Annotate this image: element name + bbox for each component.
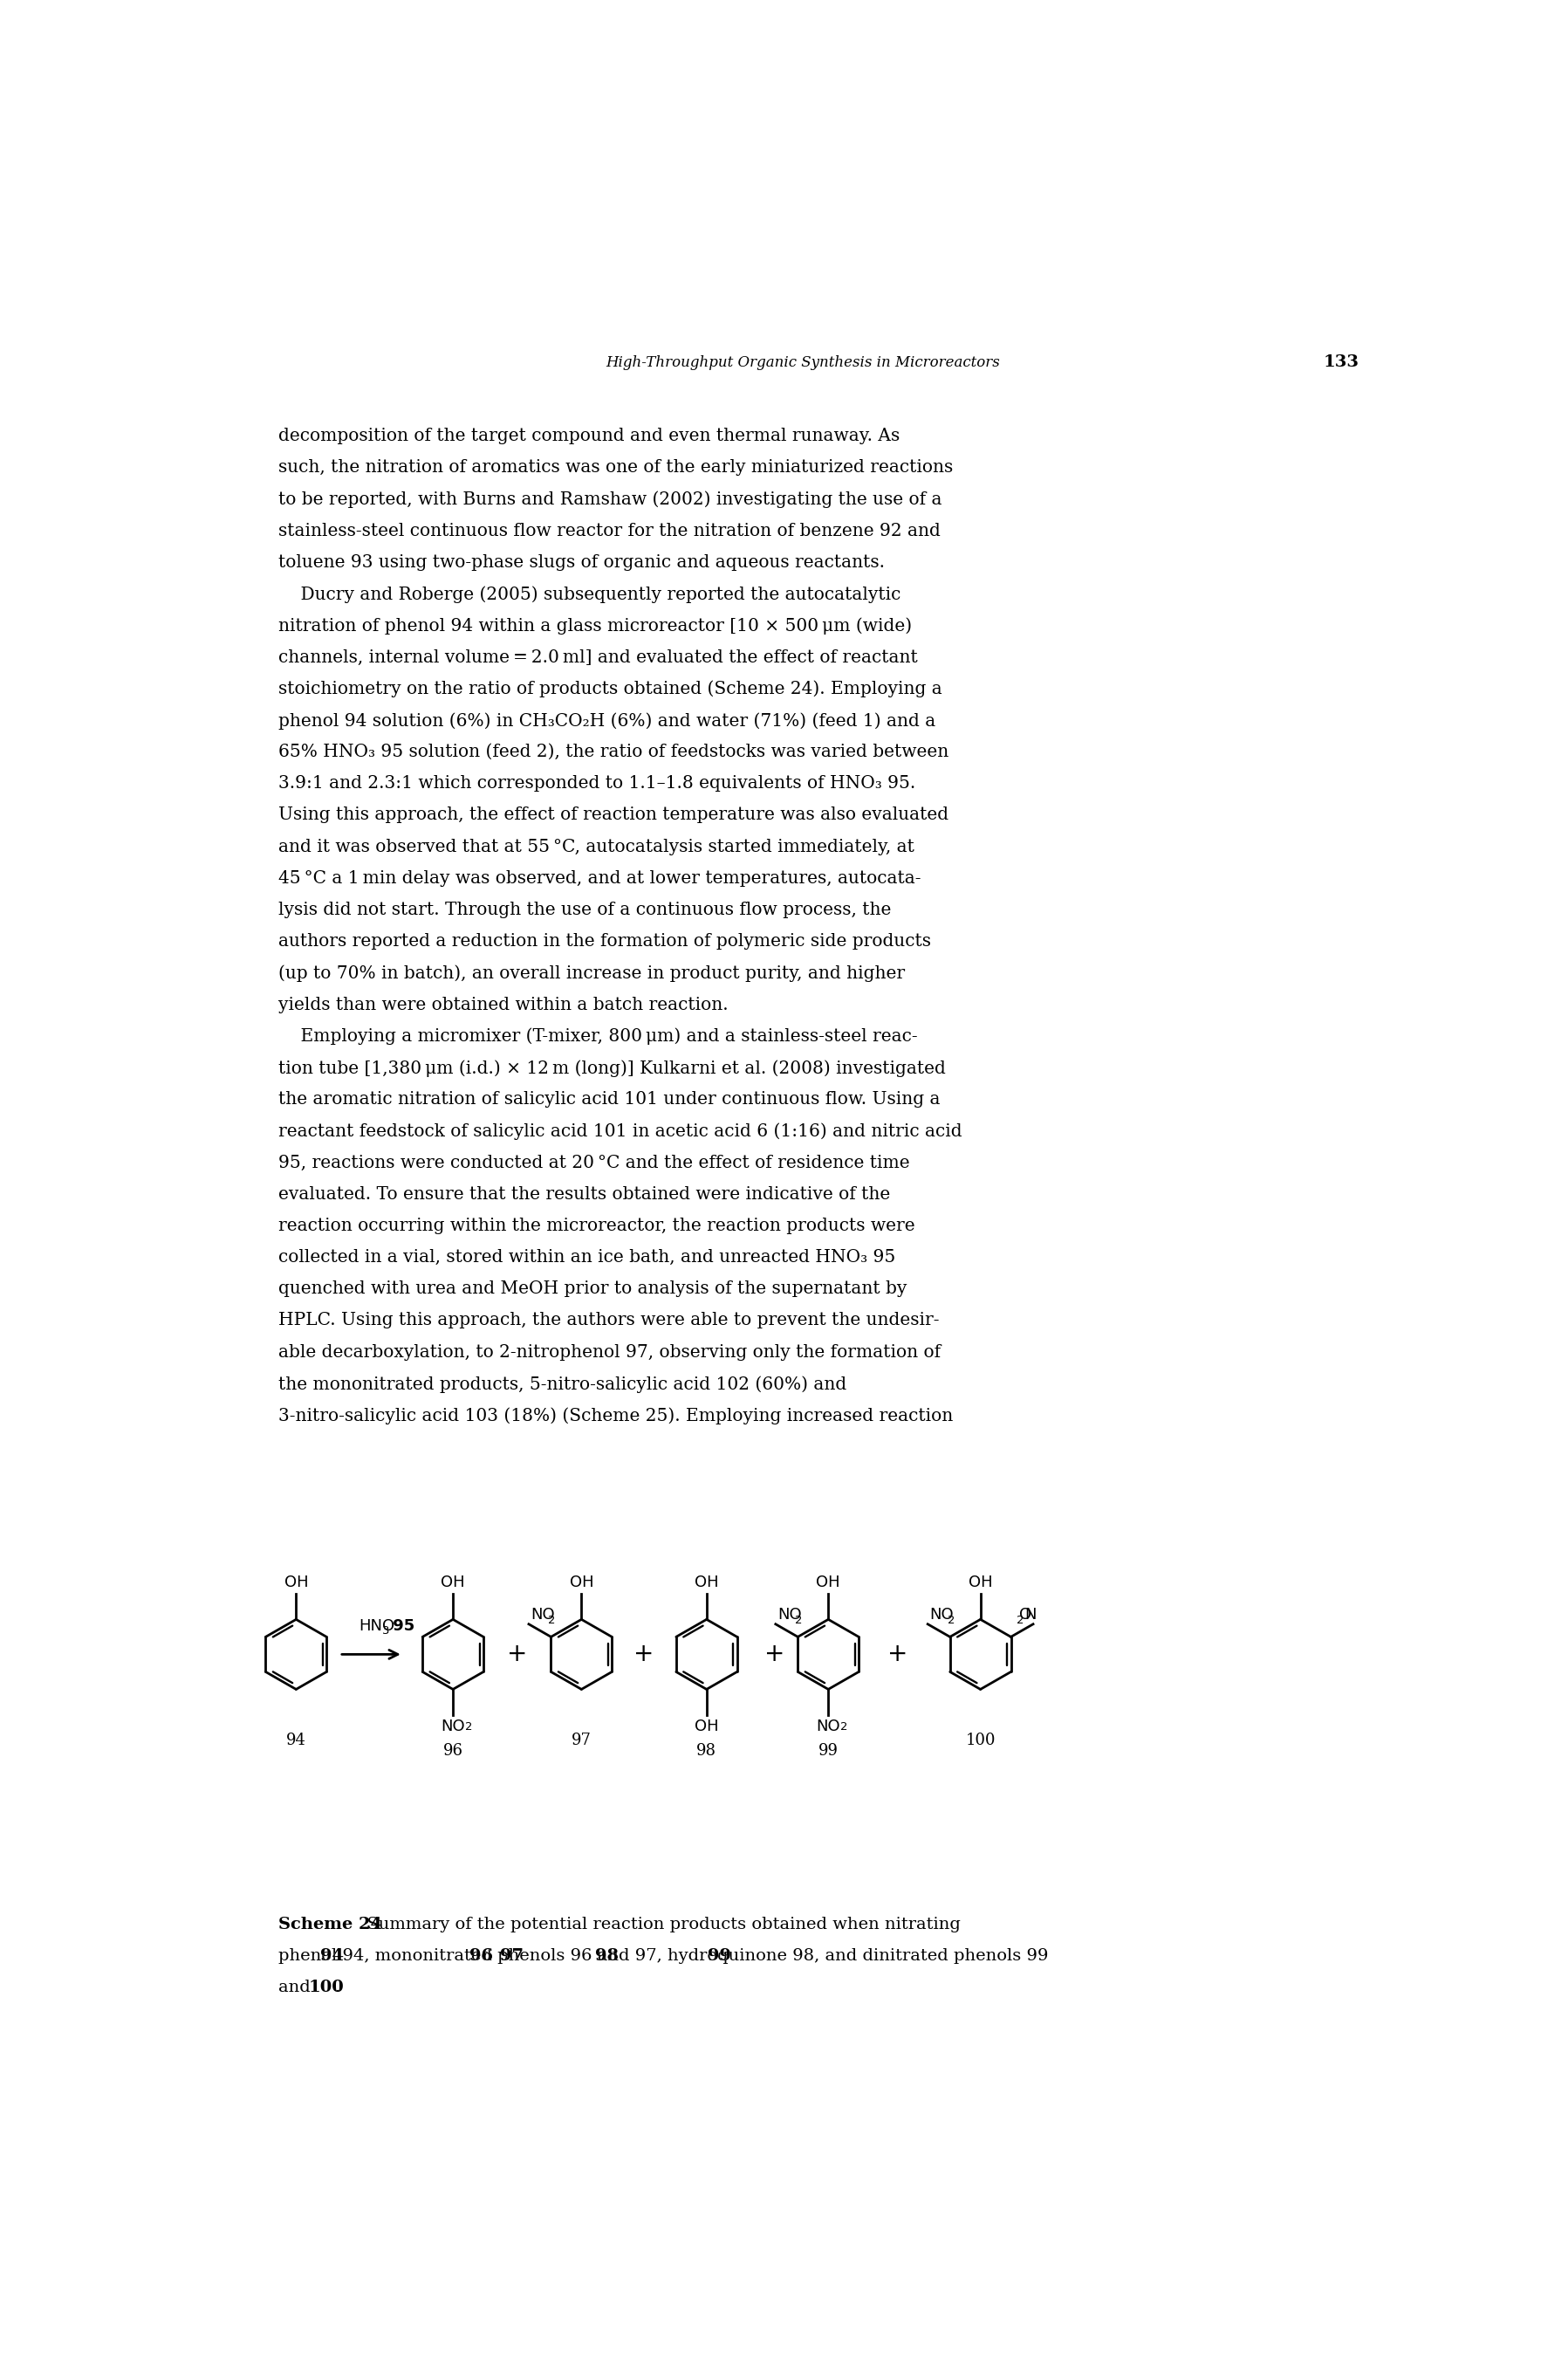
Text: Summary of the potential reaction products obtained when nitrating: Summary of the potential reaction produc… <box>356 1917 961 1931</box>
Text: the mononitrated products, 5-nitro-salicylic acid 102 (60%) and: the mononitrated products, 5-nitro-salic… <box>279 1376 847 1393</box>
Text: HPLC. Using this approach, the authors were able to prevent the undesir-: HPLC. Using this approach, the authors w… <box>279 1313 939 1329</box>
Text: 99: 99 <box>707 1948 731 1964</box>
Text: +: + <box>764 1643 784 1667</box>
Text: OH: OH <box>441 1575 466 1591</box>
Text: 65% HNO₃ 95 solution (feed 2), the ratio of feedstocks was varied between: 65% HNO₃ 95 solution (feed 2), the ratio… <box>279 744 949 760</box>
Text: 98: 98 <box>594 1948 618 1964</box>
Text: 97: 97 <box>500 1948 524 1964</box>
Text: evaluated. To ensure that the results obtained were indicative of the: evaluated. To ensure that the results ob… <box>279 1185 891 1202</box>
Text: phenol 94, mononitrated phenols 96 and 97, hydroquinone 98, and dinitrated pheno: phenol 94, mononitrated phenols 96 and 9… <box>279 1948 1049 1964</box>
Text: NO: NO <box>817 1719 840 1733</box>
Text: 99: 99 <box>818 1742 839 1759</box>
Text: 98: 98 <box>594 1948 618 1964</box>
Text: +: + <box>633 1643 654 1667</box>
Text: 95: 95 <box>387 1620 414 1634</box>
Text: to be reported, with Burns and Ramshaw (2002) investigating the use of a: to be reported, with Burns and Ramshaw (… <box>279 491 942 508</box>
Text: .: . <box>334 1979 340 1995</box>
Text: 2: 2 <box>840 1721 848 1733</box>
Text: tion tube [1,380 μm (i.d.) × 12 m (long)] Kulkarni et al. (2008) investigated: tion tube [1,380 μm (i.d.) × 12 m (long)… <box>279 1060 946 1077</box>
Text: such, the nitration of aromatics was one of the early miniaturized reactions: such, the nitration of aromatics was one… <box>279 460 953 477</box>
Text: 96: 96 <box>469 1948 492 1964</box>
Text: phenol 94 solution (6%) in CH₃CO₂H (6%) and water (71%) (feed 1) and a: phenol 94 solution (6%) in CH₃CO₂H (6%) … <box>279 713 936 730</box>
Text: Employing a micromixer (T-mixer, 800 μm) and a stainless-steel reac-: Employing a micromixer (T-mixer, 800 μm)… <box>279 1027 917 1046</box>
Text: N: N <box>1025 1608 1036 1622</box>
Text: stainless-steel continuous flow reactor for the nitration of benzene 92 and: stainless-steel continuous flow reactor … <box>279 522 941 538</box>
Text: HNO: HNO <box>359 1620 395 1634</box>
Text: decomposition of the target compound and even thermal runaway. As: decomposition of the target compound and… <box>279 427 900 444</box>
Text: OH: OH <box>284 1575 309 1591</box>
Text: 99: 99 <box>707 1948 731 1964</box>
Text: NO: NO <box>532 1608 555 1622</box>
Text: 100: 100 <box>966 1733 996 1750</box>
Text: OH: OH <box>695 1719 718 1733</box>
Text: 133: 133 <box>1323 354 1359 371</box>
Text: OH: OH <box>969 1575 993 1591</box>
Text: +: + <box>887 1643 908 1667</box>
Text: 97: 97 <box>500 1948 524 1964</box>
Text: reactant feedstock of salicylic acid 101 in acetic acid 6 (1:16) and nitric acid: reactant feedstock of salicylic acid 101… <box>279 1124 963 1140</box>
Text: collected in a vial, stored within an ice bath, and unreacted HNO₃ 95: collected in a vial, stored within an ic… <box>279 1249 895 1265</box>
Text: stoichiometry on the ratio of products obtained (Scheme 24). Employing a: stoichiometry on the ratio of products o… <box>279 680 942 696</box>
Text: (up to 70% in batch), an overall increase in product purity, and higher: (up to 70% in batch), an overall increas… <box>279 966 905 982</box>
Text: 3: 3 <box>383 1624 389 1636</box>
Text: O: O <box>1019 1608 1032 1622</box>
Text: and: and <box>279 1979 317 1995</box>
Text: 2: 2 <box>466 1721 472 1733</box>
Text: Scheme 24: Scheme 24 <box>279 1917 383 1931</box>
Text: 2: 2 <box>795 1615 803 1627</box>
Text: NO: NO <box>778 1608 801 1622</box>
Text: 96: 96 <box>469 1948 492 1964</box>
Text: 94: 94 <box>320 1948 343 1964</box>
Text: 94: 94 <box>320 1948 343 1964</box>
Text: +: + <box>506 1643 527 1667</box>
Text: yields than were obtained within a batch reaction.: yields than were obtained within a batch… <box>279 996 729 1013</box>
Text: OH: OH <box>569 1575 594 1591</box>
Text: 2: 2 <box>947 1615 955 1627</box>
Text: OH: OH <box>817 1575 840 1591</box>
Text: quenched with urea and MeOH prior to analysis of the supernatant by: quenched with urea and MeOH prior to ana… <box>279 1280 906 1296</box>
Text: nitration of phenol 94 within a glass microreactor [10 × 500 μm (wide): nitration of phenol 94 within a glass mi… <box>279 616 913 635</box>
Text: toluene 93 using two-phase slugs of organic and aqueous reactants.: toluene 93 using two-phase slugs of orga… <box>279 555 884 571</box>
Text: and it was observed that at 55 °C, autocatalysis started immediately, at: and it was observed that at 55 °C, autoc… <box>279 838 914 855</box>
Text: 2: 2 <box>1018 1615 1024 1627</box>
Text: 94: 94 <box>285 1733 306 1750</box>
Text: able decarboxylation, to 2-nitrophenol 97, observing only the formation of: able decarboxylation, to 2-nitrophenol 9… <box>279 1343 941 1360</box>
Text: 100: 100 <box>309 1979 343 1995</box>
Text: 98: 98 <box>696 1742 717 1759</box>
Text: Using this approach, the effect of reaction temperature was also evaluated: Using this approach, the effect of react… <box>279 807 949 824</box>
Text: 2: 2 <box>549 1615 555 1627</box>
Text: lysis did not start. Through the use of a continuous flow process, the: lysis did not start. Through the use of … <box>279 902 891 918</box>
Text: High-Throughput Organic Synthesis in Microreactors: High-Throughput Organic Synthesis in Mic… <box>607 354 1000 371</box>
Text: Ducry and Roberge (2005) subsequently reported the autocatalytic: Ducry and Roberge (2005) subsequently re… <box>279 586 902 602</box>
Text: authors reported a reduction in the formation of polymeric side products: authors reported a reduction in the form… <box>279 933 931 949</box>
Text: NO: NO <box>930 1608 953 1622</box>
Text: 95, reactions were conducted at 20 °C and the effect of residence time: 95, reactions were conducted at 20 °C an… <box>279 1155 909 1171</box>
Text: 3.9:1 and 2.3:1 which corresponded to 1.1–1.8 equivalents of HNO₃ 95.: 3.9:1 and 2.3:1 which corresponded to 1.… <box>279 774 916 791</box>
Text: 96: 96 <box>442 1742 463 1759</box>
Text: 97: 97 <box>571 1733 591 1750</box>
Text: OH: OH <box>695 1575 718 1591</box>
Text: reaction occurring within the microreactor, the reaction products were: reaction occurring within the microreact… <box>279 1218 916 1235</box>
Text: the aromatic nitration of salicylic acid 101 under continuous flow. Using a: the aromatic nitration of salicylic acid… <box>279 1091 941 1107</box>
Text: channels, internal volume = 2.0 ml] and evaluated the effect of reactant: channels, internal volume = 2.0 ml] and … <box>279 649 917 666</box>
Text: 3-nitro-salicylic acid 103 (18%) (Scheme 25). Employing increased reaction: 3-nitro-salicylic acid 103 (18%) (Scheme… <box>279 1407 953 1424</box>
Text: NO: NO <box>441 1719 466 1733</box>
Text: 45 °C a 1 min delay was observed, and at lower temperatures, autocata-: 45 °C a 1 min delay was observed, and at… <box>279 871 920 888</box>
